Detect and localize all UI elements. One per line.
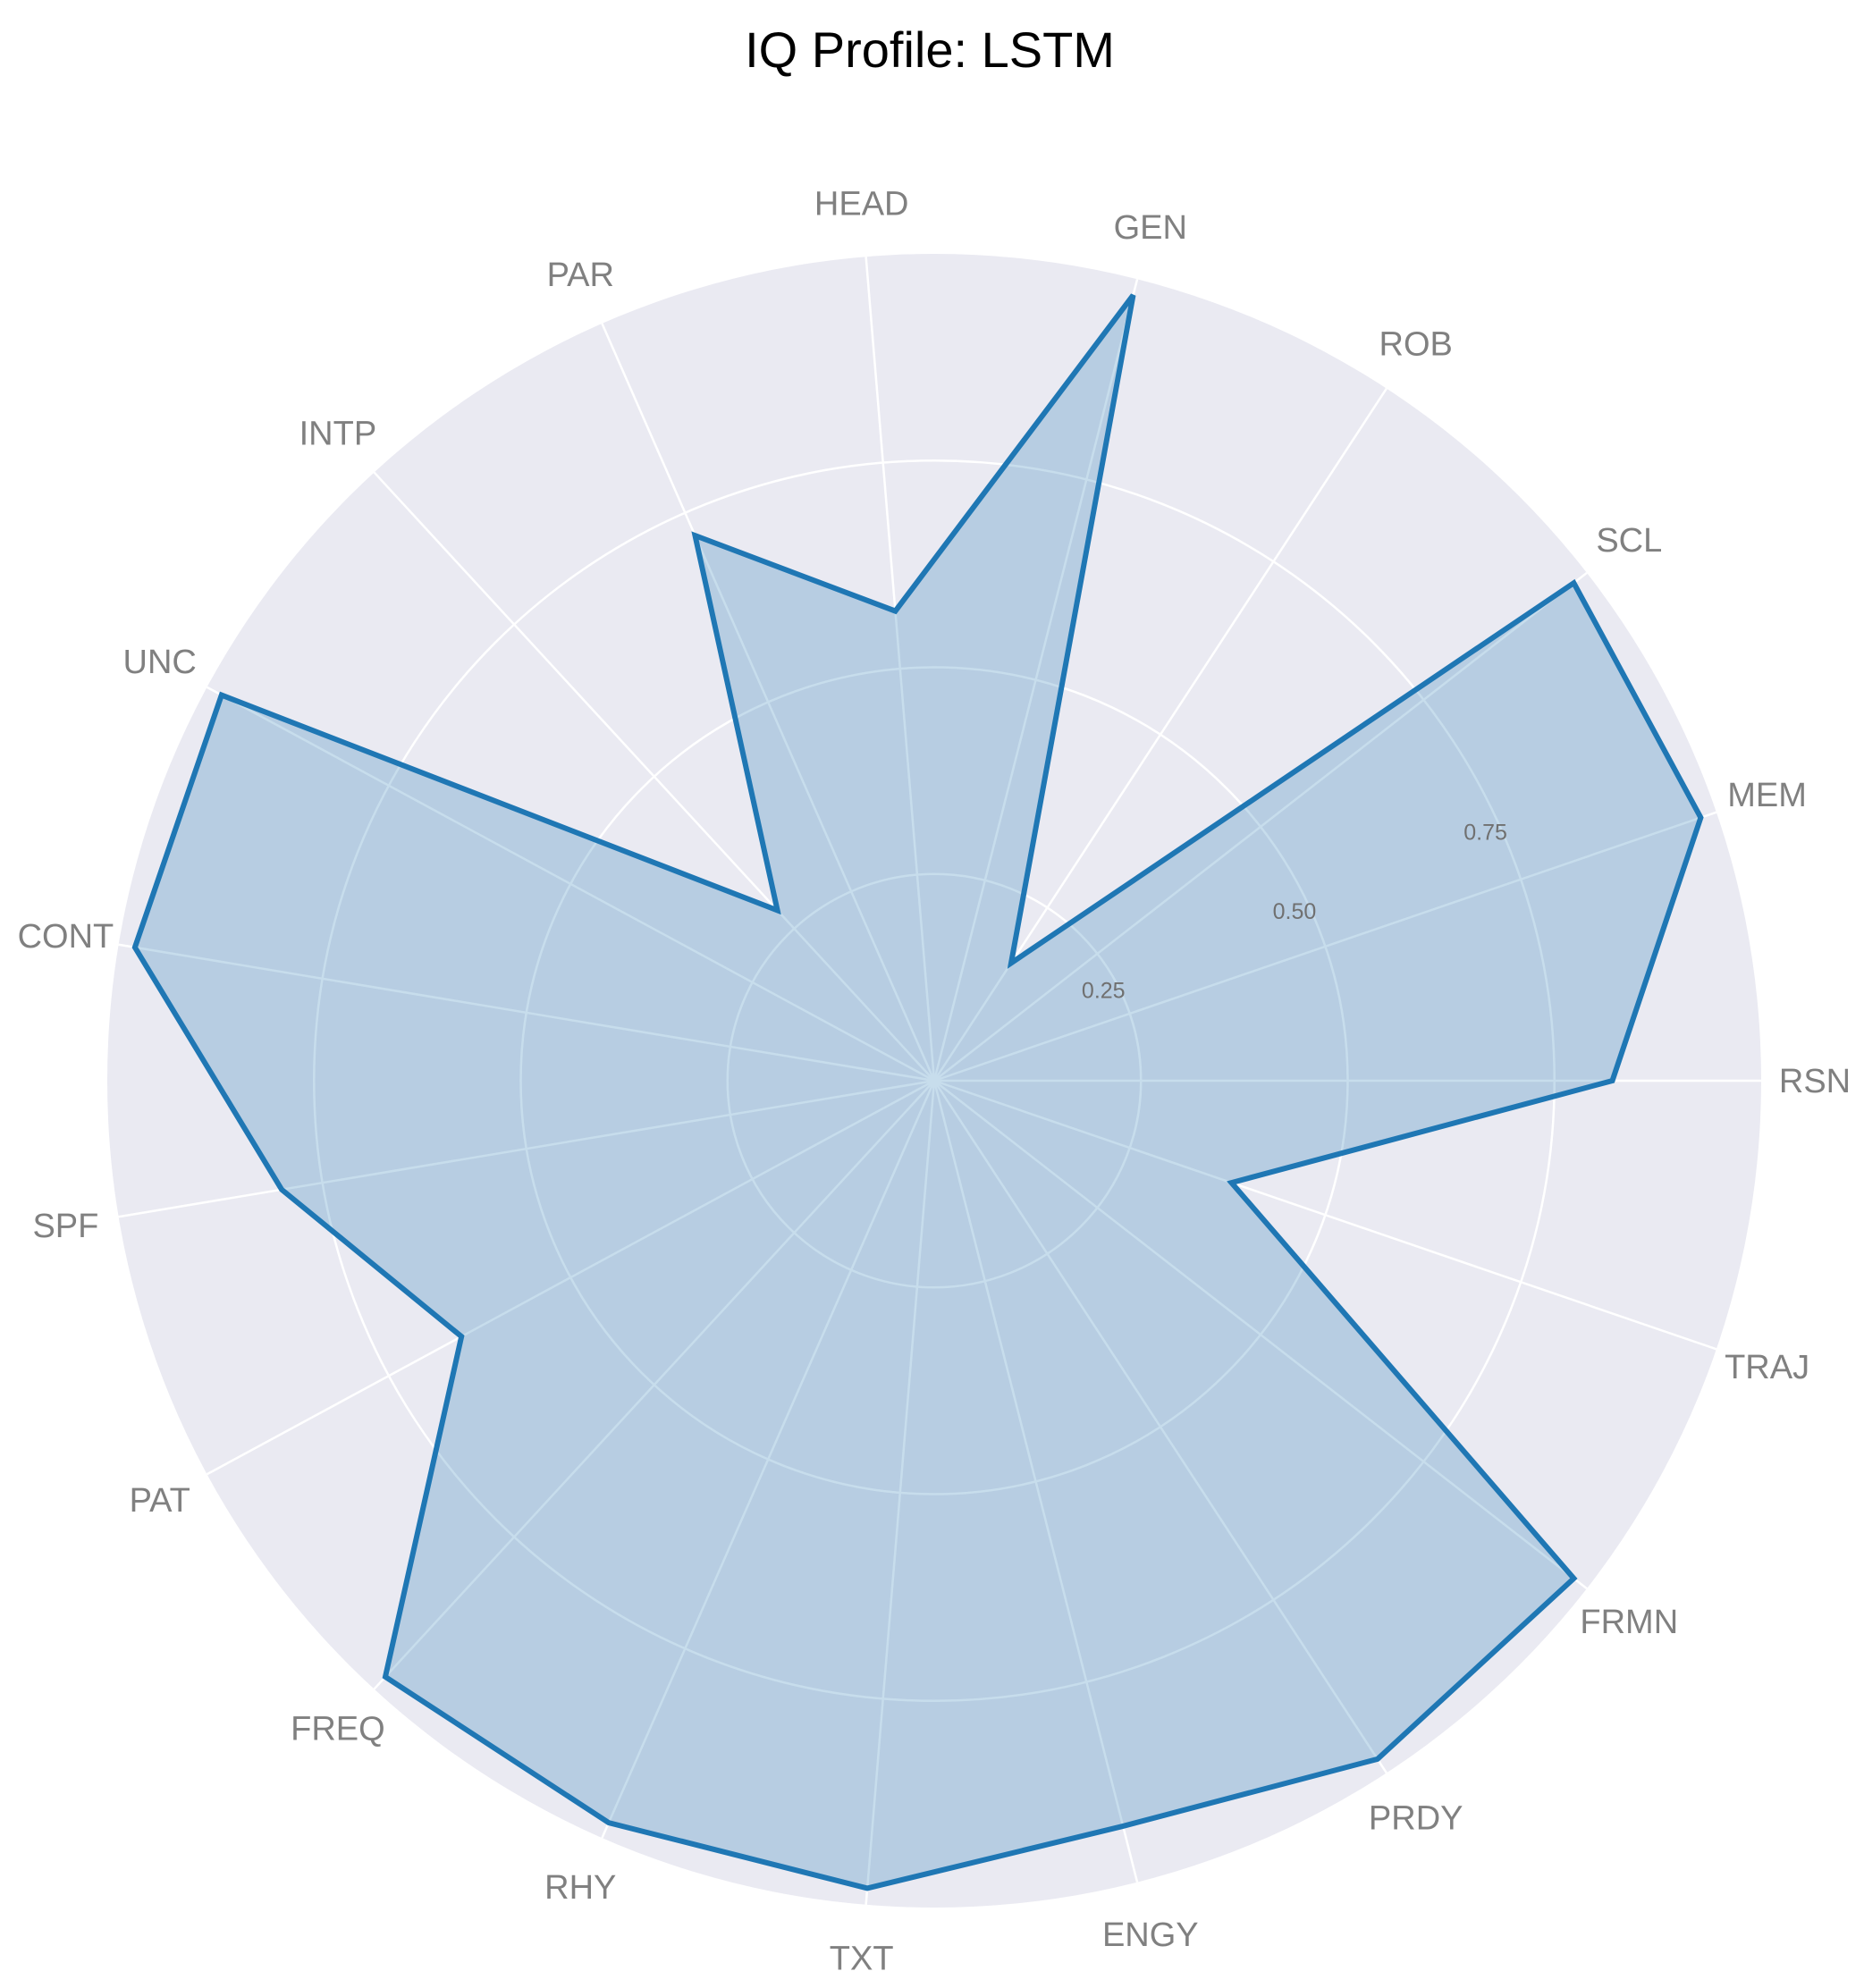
spoke-freq xyxy=(373,1080,935,1690)
r-tick-label: 0.25 xyxy=(1082,979,1126,1004)
spoke-engy xyxy=(932,1080,1139,1883)
spoke-par xyxy=(601,323,936,1082)
r-tick-label: 0.75 xyxy=(1463,821,1507,846)
axis-label-pat: PAT xyxy=(130,1482,190,1520)
axis-label-traj: TRAJ xyxy=(1725,1349,1809,1386)
tick-layer: 0.25 0.50 0.75 xyxy=(1082,821,1507,1004)
axis-label-engy: ENGY xyxy=(1102,1916,1199,1954)
axis-label-rhy: RHY xyxy=(544,1869,616,1907)
axis-label-cont: CONT xyxy=(18,918,114,956)
axis-label-spf: SPF xyxy=(32,1208,98,1245)
series-line xyxy=(131,293,1704,1891)
spoke-frmn xyxy=(933,1080,1588,1590)
axis-label-head: HEAD xyxy=(814,185,909,223)
label-layer: RSN MEM SCL ROB GEN HEAD PAR INTP UNC CONT SPF PAT F… xyxy=(18,185,1851,1977)
spoke-unc xyxy=(206,686,935,1082)
axis-label-rob: ROB xyxy=(1379,325,1453,363)
axis-label-freq: FREQ xyxy=(291,1711,385,1748)
series-layer xyxy=(131,293,1704,1891)
axis-label-gen: GEN xyxy=(1114,209,1187,247)
axis-label-intp: INTP xyxy=(299,415,377,452)
spoke-mem xyxy=(933,811,1717,1082)
axis-label-prdy: PRDY xyxy=(1369,1800,1463,1838)
spoke-intp xyxy=(373,471,935,1082)
axis-label-mem: MEM xyxy=(1727,777,1807,814)
grid-layer xyxy=(118,257,1761,1905)
axis-label-frmn: FRMN xyxy=(1580,1604,1678,1641)
spoke-rhy xyxy=(601,1080,936,1839)
spoke-head xyxy=(865,257,936,1082)
axis-label-unc: UNC xyxy=(123,644,197,681)
spoke-spf xyxy=(118,1079,935,1218)
series-area xyxy=(134,295,1701,1889)
spoke-prdy xyxy=(932,1080,1387,1774)
spoke-traj xyxy=(933,1079,1717,1351)
r-tick-label: 0.50 xyxy=(1273,899,1317,924)
axis-label-rsn: RSN xyxy=(1779,1063,1851,1100)
axis-label-scl: SCL xyxy=(1596,522,1662,560)
spoke-scl xyxy=(933,571,1588,1082)
spoke-txt xyxy=(865,1080,936,1905)
spoke-gen xyxy=(932,278,1139,1082)
spoke-pat xyxy=(206,1079,935,1476)
axis-label-txt: TXT xyxy=(830,1941,894,1978)
chart-title: IQ Profile: LSTM xyxy=(745,21,1115,78)
axis-label-par: PAR xyxy=(547,257,614,294)
spoke-cont xyxy=(118,943,935,1082)
